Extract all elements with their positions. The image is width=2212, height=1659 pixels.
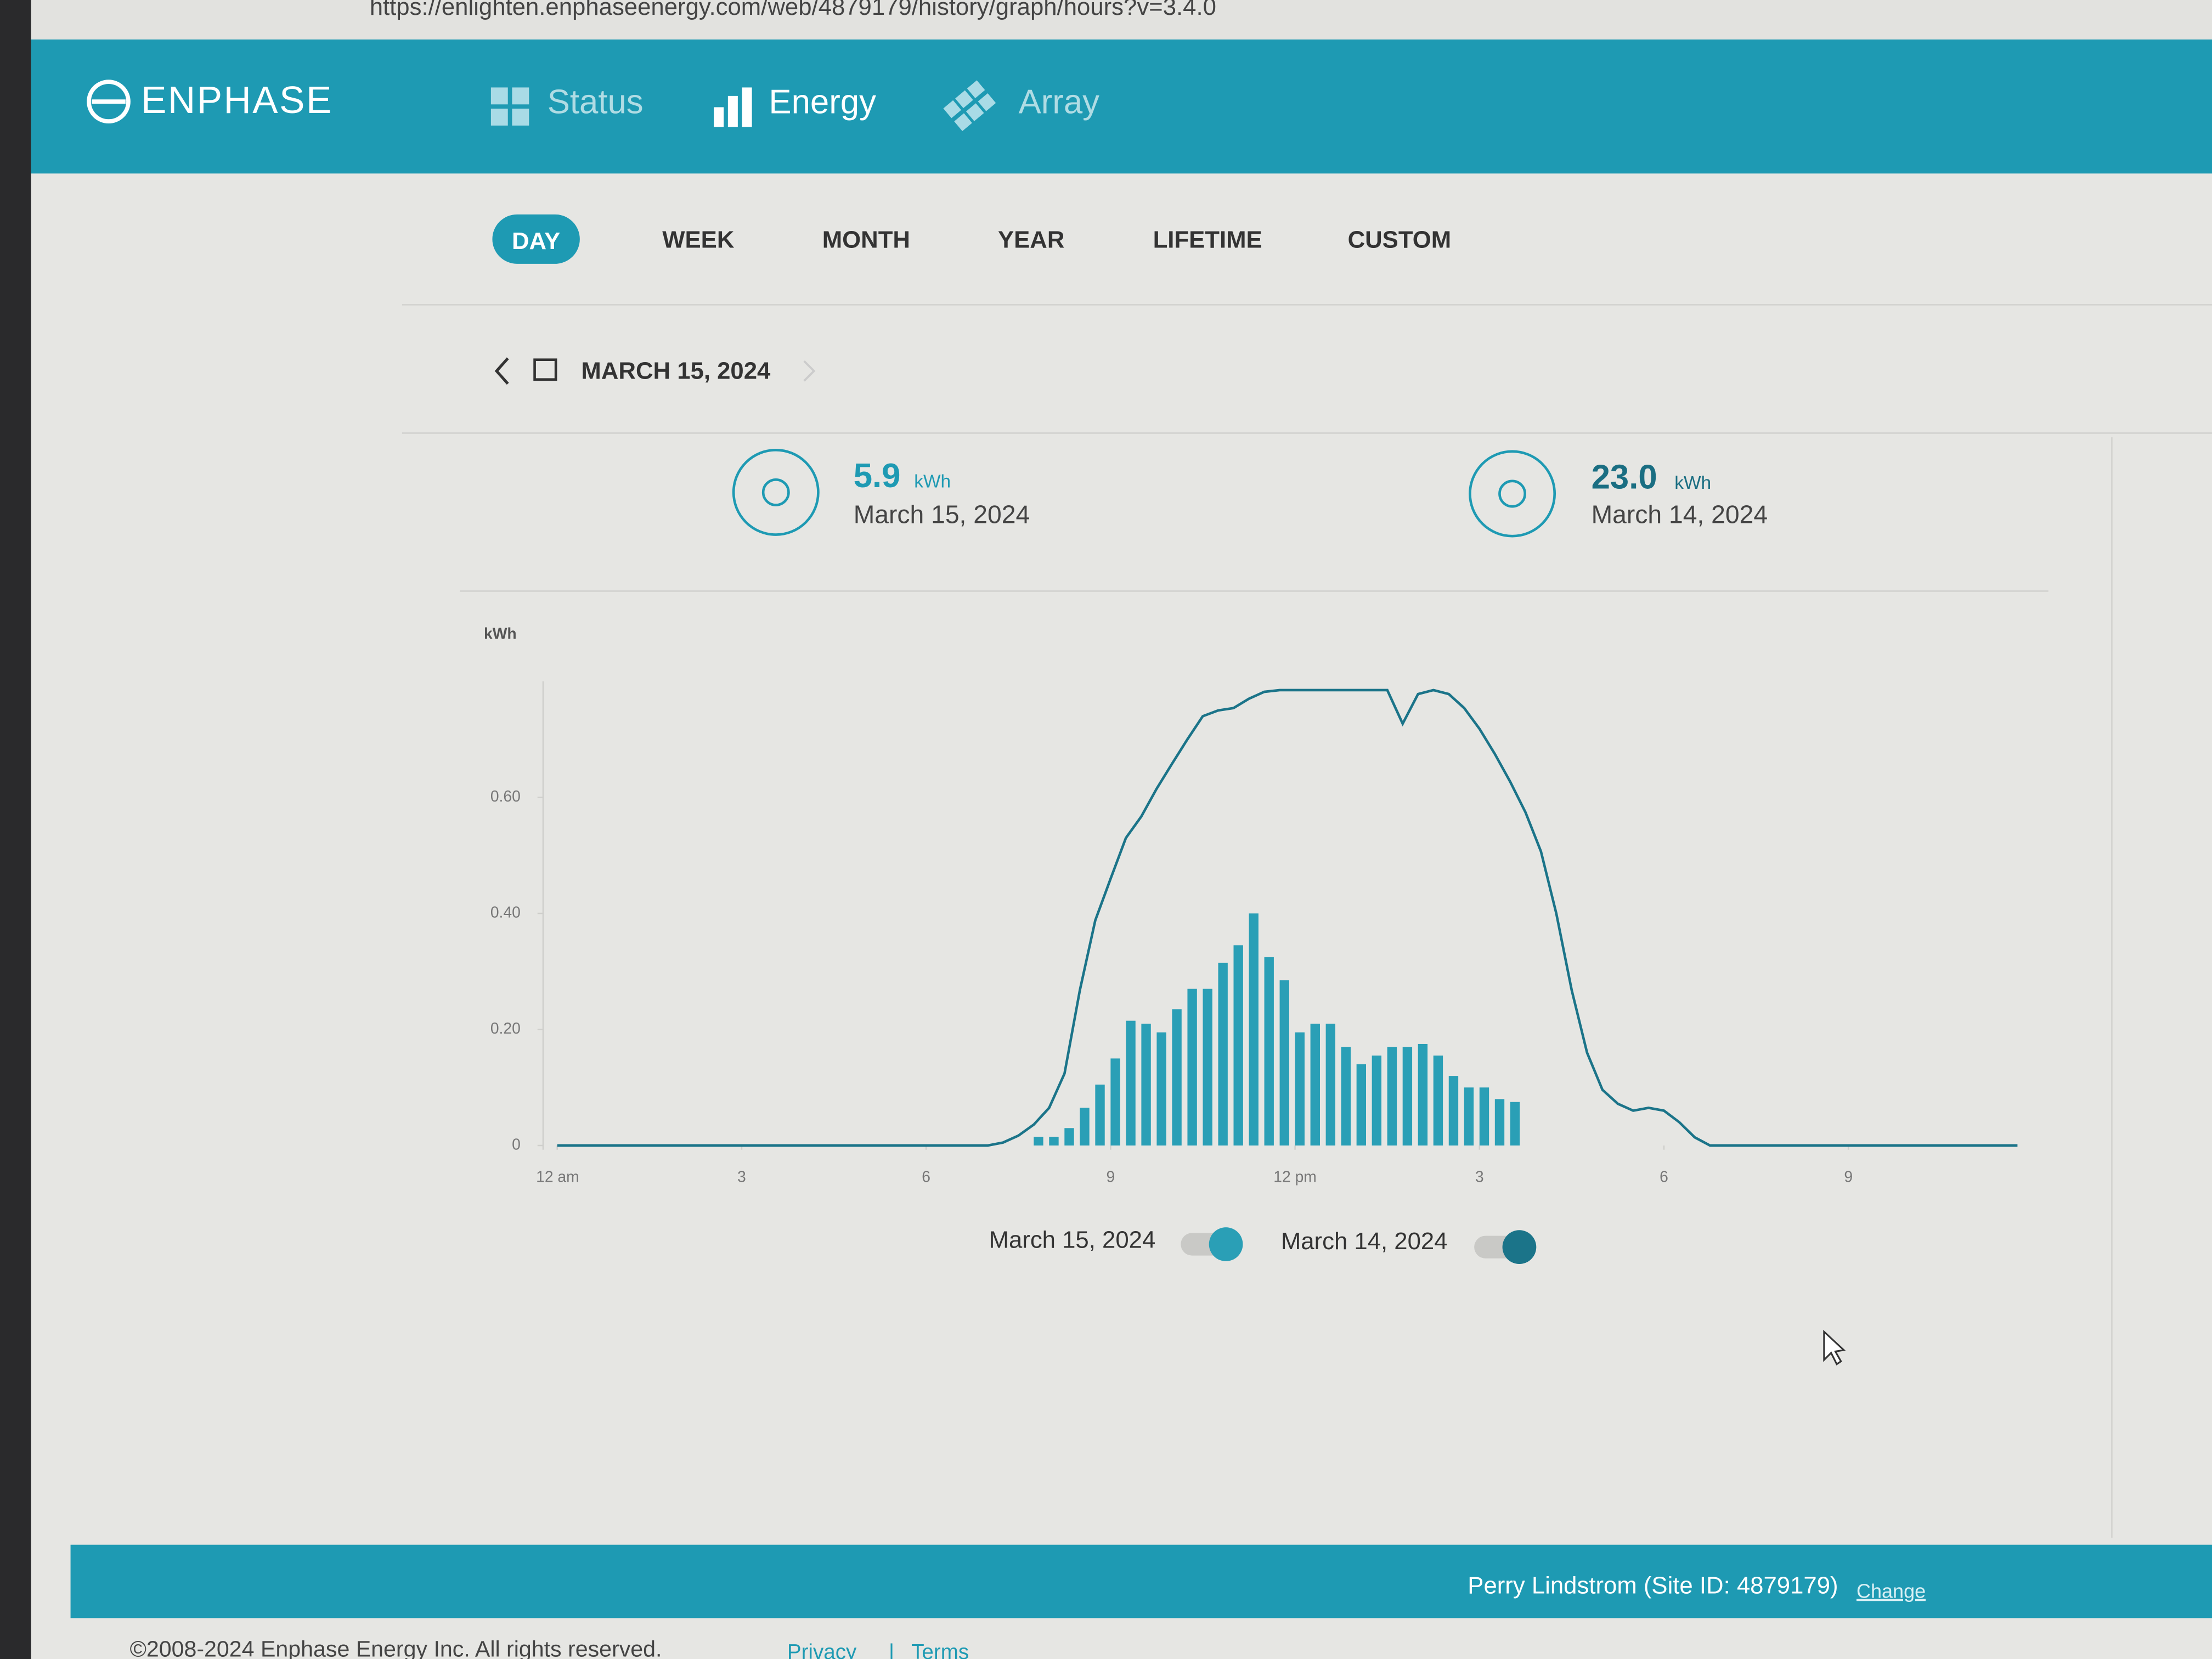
- legend-label: March 14, 2024: [1281, 1228, 1448, 1255]
- bar: [1172, 1009, 1182, 1146]
- cursor: [1823, 1329, 1846, 1365]
- tab[interactable]: LIFETIME: [1153, 226, 1262, 253]
- logo-text: ENPHASE: [141, 78, 333, 121]
- bar: [1402, 1047, 1413, 1146]
- x-tick-label: 9: [1844, 1168, 1853, 1186]
- prev-button[interactable]: [494, 357, 509, 385]
- bar: [1387, 1047, 1397, 1146]
- bezel: [0, 0, 31, 1659]
- logo: ENPHASE: [87, 78, 333, 124]
- bar: [1141, 1023, 1151, 1146]
- bar: [1464, 1087, 1474, 1146]
- tab[interactable]: MONTH: [822, 226, 910, 253]
- bar: [1479, 1087, 1489, 1146]
- bar: [1095, 1084, 1105, 1146]
- bar: [1156, 1032, 1166, 1146]
- bar: [1418, 1043, 1428, 1146]
- logo-icon: [87, 80, 131, 124]
- nav-energy[interactable]: Energy: [769, 83, 876, 121]
- bar: [1187, 989, 1197, 1146]
- bar: [1034, 1137, 1043, 1146]
- footer-user: Perry Lindstrom (Site ID: 4879179): [1468, 1572, 1838, 1599]
- x-tick-label: 3: [737, 1168, 746, 1186]
- line: [557, 689, 2018, 1147]
- footer-link[interactable]: Privacy: [787, 1640, 857, 1659]
- summary-unit: kWh: [1674, 473, 1711, 493]
- x-tick-label: 12 am: [536, 1168, 579, 1186]
- bar: [1218, 962, 1228, 1146]
- summary-unit: kWh: [914, 471, 951, 492]
- sun-icon: [732, 448, 1556, 538]
- footer-separator: |: [889, 1640, 894, 1659]
- summary-value: 5.9: [854, 457, 901, 495]
- status-icon: [490, 87, 529, 126]
- y-tick-label: 0.40: [490, 903, 521, 921]
- legend-toggle-knob[interactable]: [1209, 1227, 1243, 1261]
- bar: [1510, 1102, 1520, 1146]
- bar: [1126, 1020, 1136, 1146]
- x-tick-label: 6: [922, 1168, 930, 1186]
- x-tick-label: 9: [1106, 1168, 1115, 1186]
- summary-date: March 15, 2024: [854, 500, 1030, 528]
- copyright: ©2008-2024 Enphase Energy Inc. All right…: [130, 1636, 662, 1659]
- tab[interactable]: WEEK: [662, 226, 735, 253]
- header: [31, 40, 2212, 174]
- legend-label: March 15, 2024: [989, 1226, 1156, 1253]
- energy-icon: [714, 87, 752, 127]
- y-tick-label: 0.60: [490, 787, 521, 805]
- bar: [1203, 989, 1212, 1146]
- tab[interactable]: CUSTOM: [1348, 226, 1452, 253]
- footer-link[interactable]: Terms: [911, 1640, 969, 1659]
- url: https://enlighten.enphaseenergy.com/web/…: [370, 0, 1216, 20]
- calendar-icon[interactable]: [533, 358, 557, 381]
- footer-bar: [70, 1544, 2212, 1618]
- bar: [1064, 1128, 1074, 1146]
- next-button[interactable]: [803, 360, 816, 382]
- bar: [1494, 1099, 1505, 1146]
- bar: [1110, 1058, 1120, 1146]
- x-tick-label: 6: [1660, 1168, 1668, 1186]
- x-tick-label: 12 pm: [1273, 1168, 1317, 1186]
- footer-change[interactable]: Change: [1857, 1580, 1926, 1602]
- y-tick-label: 0: [512, 1135, 521, 1153]
- nav-array[interactable]: Array: [1019, 83, 1100, 121]
- bar: [1433, 1056, 1443, 1146]
- y-axis-label: kWh: [484, 625, 517, 642]
- tab-active: [492, 214, 580, 264]
- summary-value: 23.0: [1592, 459, 1657, 496]
- bar: [1295, 1032, 1305, 1146]
- bar: [1279, 980, 1289, 1146]
- summary-date: March 14, 2024: [1592, 500, 1768, 528]
- bar: [1080, 1108, 1090, 1146]
- x-tick-label: 3: [1475, 1168, 1484, 1186]
- tab[interactable]: YEAR: [998, 226, 1064, 253]
- bar: [1264, 957, 1274, 1146]
- tab[interactable]: DAY: [512, 228, 560, 255]
- bar: [1310, 1023, 1320, 1146]
- bar: [1356, 1064, 1367, 1146]
- bar: [1341, 1047, 1351, 1146]
- browser-bar: [0, 0, 2212, 40]
- legend-toggle-knob[interactable]: [1502, 1230, 1537, 1264]
- bar: [1448, 1076, 1459, 1146]
- array-icon: [943, 80, 996, 132]
- bar: [1249, 913, 1259, 1146]
- bar: [1325, 1023, 1335, 1146]
- y-tick-label: 0.20: [490, 1019, 521, 1037]
- bar: [1372, 1056, 1382, 1146]
- date: MARCH 15, 2024: [581, 357, 771, 384]
- plot: 0 0.20 0.40 0.60 12 am 3 6 9 12 pm 3 6 9: [490, 689, 2018, 1186]
- bar: [1233, 945, 1243, 1146]
- bar: [1049, 1137, 1059, 1146]
- nav-status[interactable]: Status: [548, 83, 644, 121]
